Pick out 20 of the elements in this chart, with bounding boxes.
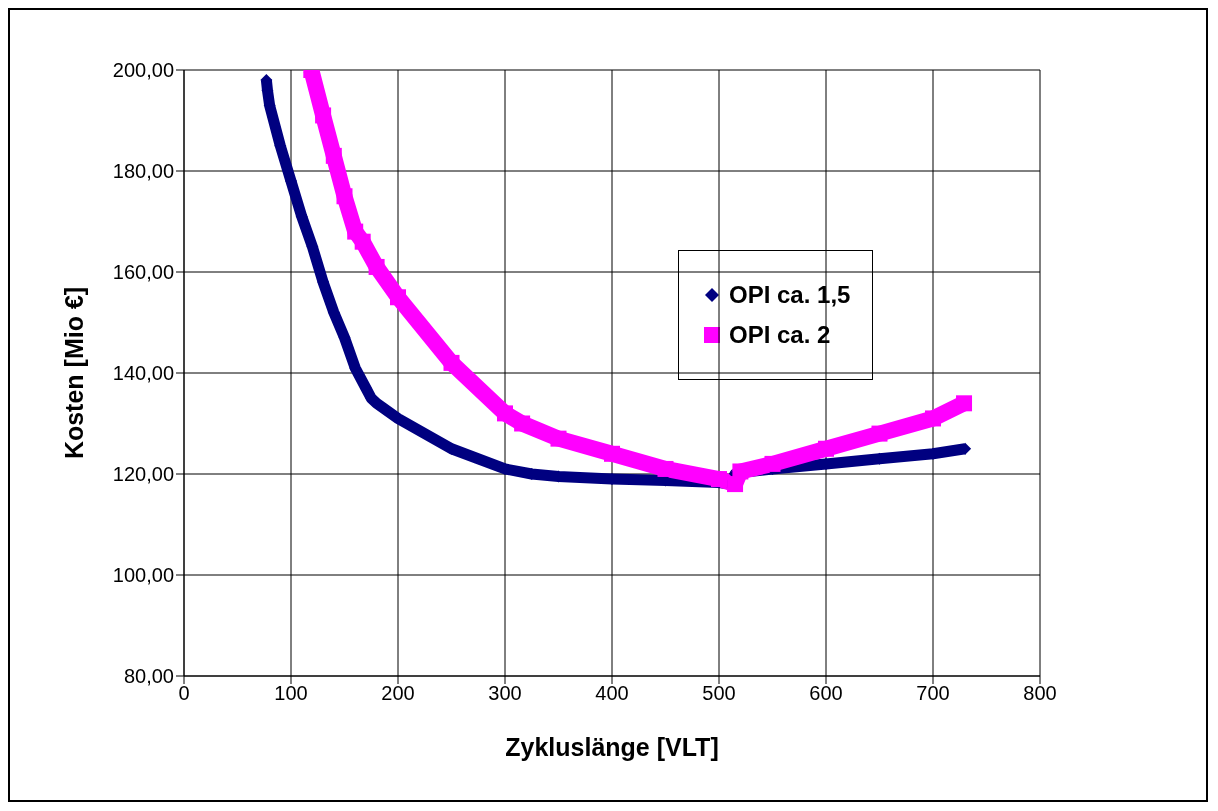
y-tick-label: 120,00 (112, 463, 174, 486)
y-tick-label: 140,00 (112, 362, 174, 385)
x-tick-label: 300 (488, 682, 522, 705)
y-axis-title: Kosten [Mio €] (59, 286, 88, 460)
x-tick-label: 700 (916, 682, 950, 705)
x-tick-label: 800 (1023, 682, 1057, 705)
x-tick-label: 500 (702, 682, 736, 705)
x-axis-title: Zykluslänge [VLT] (505, 733, 719, 761)
x-tick-label: 100 (274, 682, 308, 705)
x-tick-label: 0 (178, 682, 190, 705)
x-tick-label: 600 (809, 682, 843, 705)
y-tick-label: 180,00 (112, 160, 174, 183)
y-tick-label: 100,00 (112, 564, 174, 587)
y-tick-label: 200,00 (112, 59, 174, 82)
y-tick-label: 160,00 (112, 261, 174, 284)
legend-label: OPI ca. 2 (729, 321, 831, 349)
y-tick-label: 80,00 (123, 665, 174, 688)
x-tick-label: 400 (595, 682, 629, 705)
legend-label: OPI ca. 1,5 (729, 281, 851, 309)
x-tick-label: 200 (381, 682, 415, 705)
